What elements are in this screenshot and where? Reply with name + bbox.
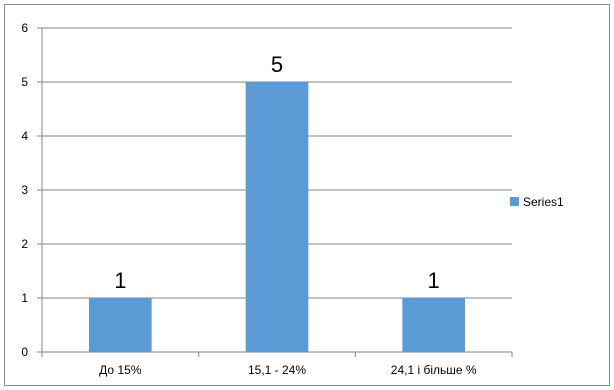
y-tick-label: 5 (21, 75, 28, 89)
data-label: 5 (271, 52, 283, 77)
legend: Series1 (510, 195, 564, 209)
x-tick-label: До 15% (99, 363, 142, 377)
data-label: 1 (114, 268, 126, 293)
x-tick-label: 15,1 - 24% (248, 363, 306, 377)
data-label: 1 (428, 268, 440, 293)
bars (89, 82, 465, 352)
bar (245, 82, 309, 352)
bar (402, 298, 465, 352)
legend-label-series1: Series1 (523, 195, 564, 209)
y-tick-label: 6 (21, 21, 28, 35)
y-tick-label: 2 (21, 237, 28, 251)
y-tick-labels: 0 1 2 3 4 5 6 (21, 21, 28, 359)
legend-swatch-series1 (510, 197, 519, 206)
y-tick-label: 1 (21, 291, 28, 305)
y-tick-label: 4 (21, 129, 28, 143)
y-tick-label: 3 (21, 183, 28, 197)
x-tick-labels: До 15% 15,1 - 24% 24,1 і більше % (99, 363, 477, 377)
data-labels: 1 5 1 (114, 52, 440, 293)
y-tick-label: 0 (21, 345, 28, 359)
bar (89, 298, 152, 352)
x-tick-label: 24,1 і більше % (391, 363, 477, 377)
